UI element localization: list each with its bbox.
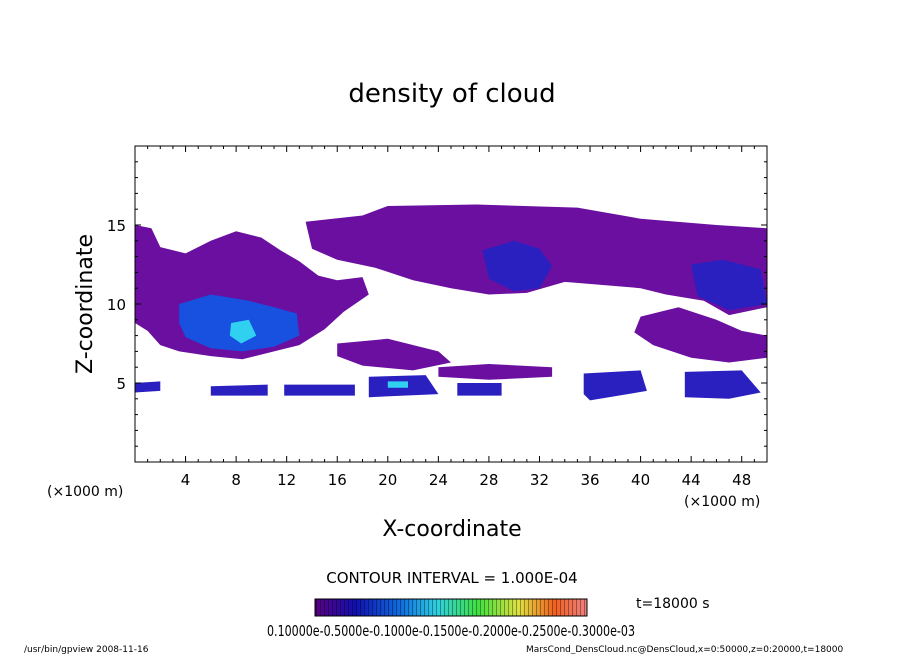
x-ticks: 4 8 12 16 20 24 28 32 36 40 44 48: [147, 146, 755, 489]
low-layer-1: [135, 381, 161, 393]
footer-right: MarsCond_DensCloud.nc@DensCloud,x=0:5000…: [526, 645, 843, 654]
mid-right-patch: [634, 307, 767, 363]
low-layer-7: [684, 370, 761, 399]
y-axis-label: Z-coordinate: [73, 234, 98, 374]
x-unit-label: (×1000 m): [684, 494, 760, 510]
y-ticks: 5 10 15: [107, 161, 767, 447]
x-tick-label: 16: [328, 471, 347, 489]
x-tick-label: 48: [732, 471, 751, 489]
x-tick-label: 4: [181, 471, 191, 489]
x-tick-label: 12: [277, 471, 296, 489]
low-layer-2: [210, 384, 268, 396]
contour-interval: CONTOUR INTERVAL = 1.000E-04: [326, 569, 577, 587]
x-tick-label: 28: [479, 471, 498, 489]
y-tick-label: 5: [116, 375, 126, 393]
z-unit-label: (×1000 m): [47, 484, 123, 500]
x-tick-label: 24: [429, 471, 448, 489]
time-label: t=18000 s: [636, 596, 710, 612]
x-tick-label: 40: [631, 471, 650, 489]
cyan-core-left: [229, 319, 257, 344]
x-tick-label: 32: [530, 471, 549, 489]
dense-core-center: [482, 240, 553, 292]
center-patch-a: [337, 338, 451, 371]
x-tick-label: 36: [580, 471, 599, 489]
y-tick-label: 15: [107, 217, 126, 235]
dense-core-right: [691, 259, 767, 311]
colorbar-ticks: [315, 599, 587, 616]
low-layer-6: [583, 370, 647, 401]
center-patch-b: [438, 364, 553, 380]
x-tick-label: 8: [231, 471, 241, 489]
y-tick-label: 10: [107, 296, 126, 314]
footer-left: /usr/bin/gpview 2008-11-16: [24, 645, 149, 654]
x-tick-label: 20: [378, 471, 397, 489]
cloud-field: [135, 204, 767, 401]
low-layer-3: [284, 384, 355, 396]
x-tick-label: 44: [682, 471, 701, 489]
colorbar-labels: 0.10000e-0.5000e-0.1000e-0.1500e-0.2000e…: [267, 622, 635, 640]
cyan-core-low: [387, 381, 408, 388]
x-axis-label: X-coordinate: [382, 517, 521, 542]
low-layer-5: [457, 383, 502, 396]
chart-title: density of cloud: [348, 79, 555, 109]
